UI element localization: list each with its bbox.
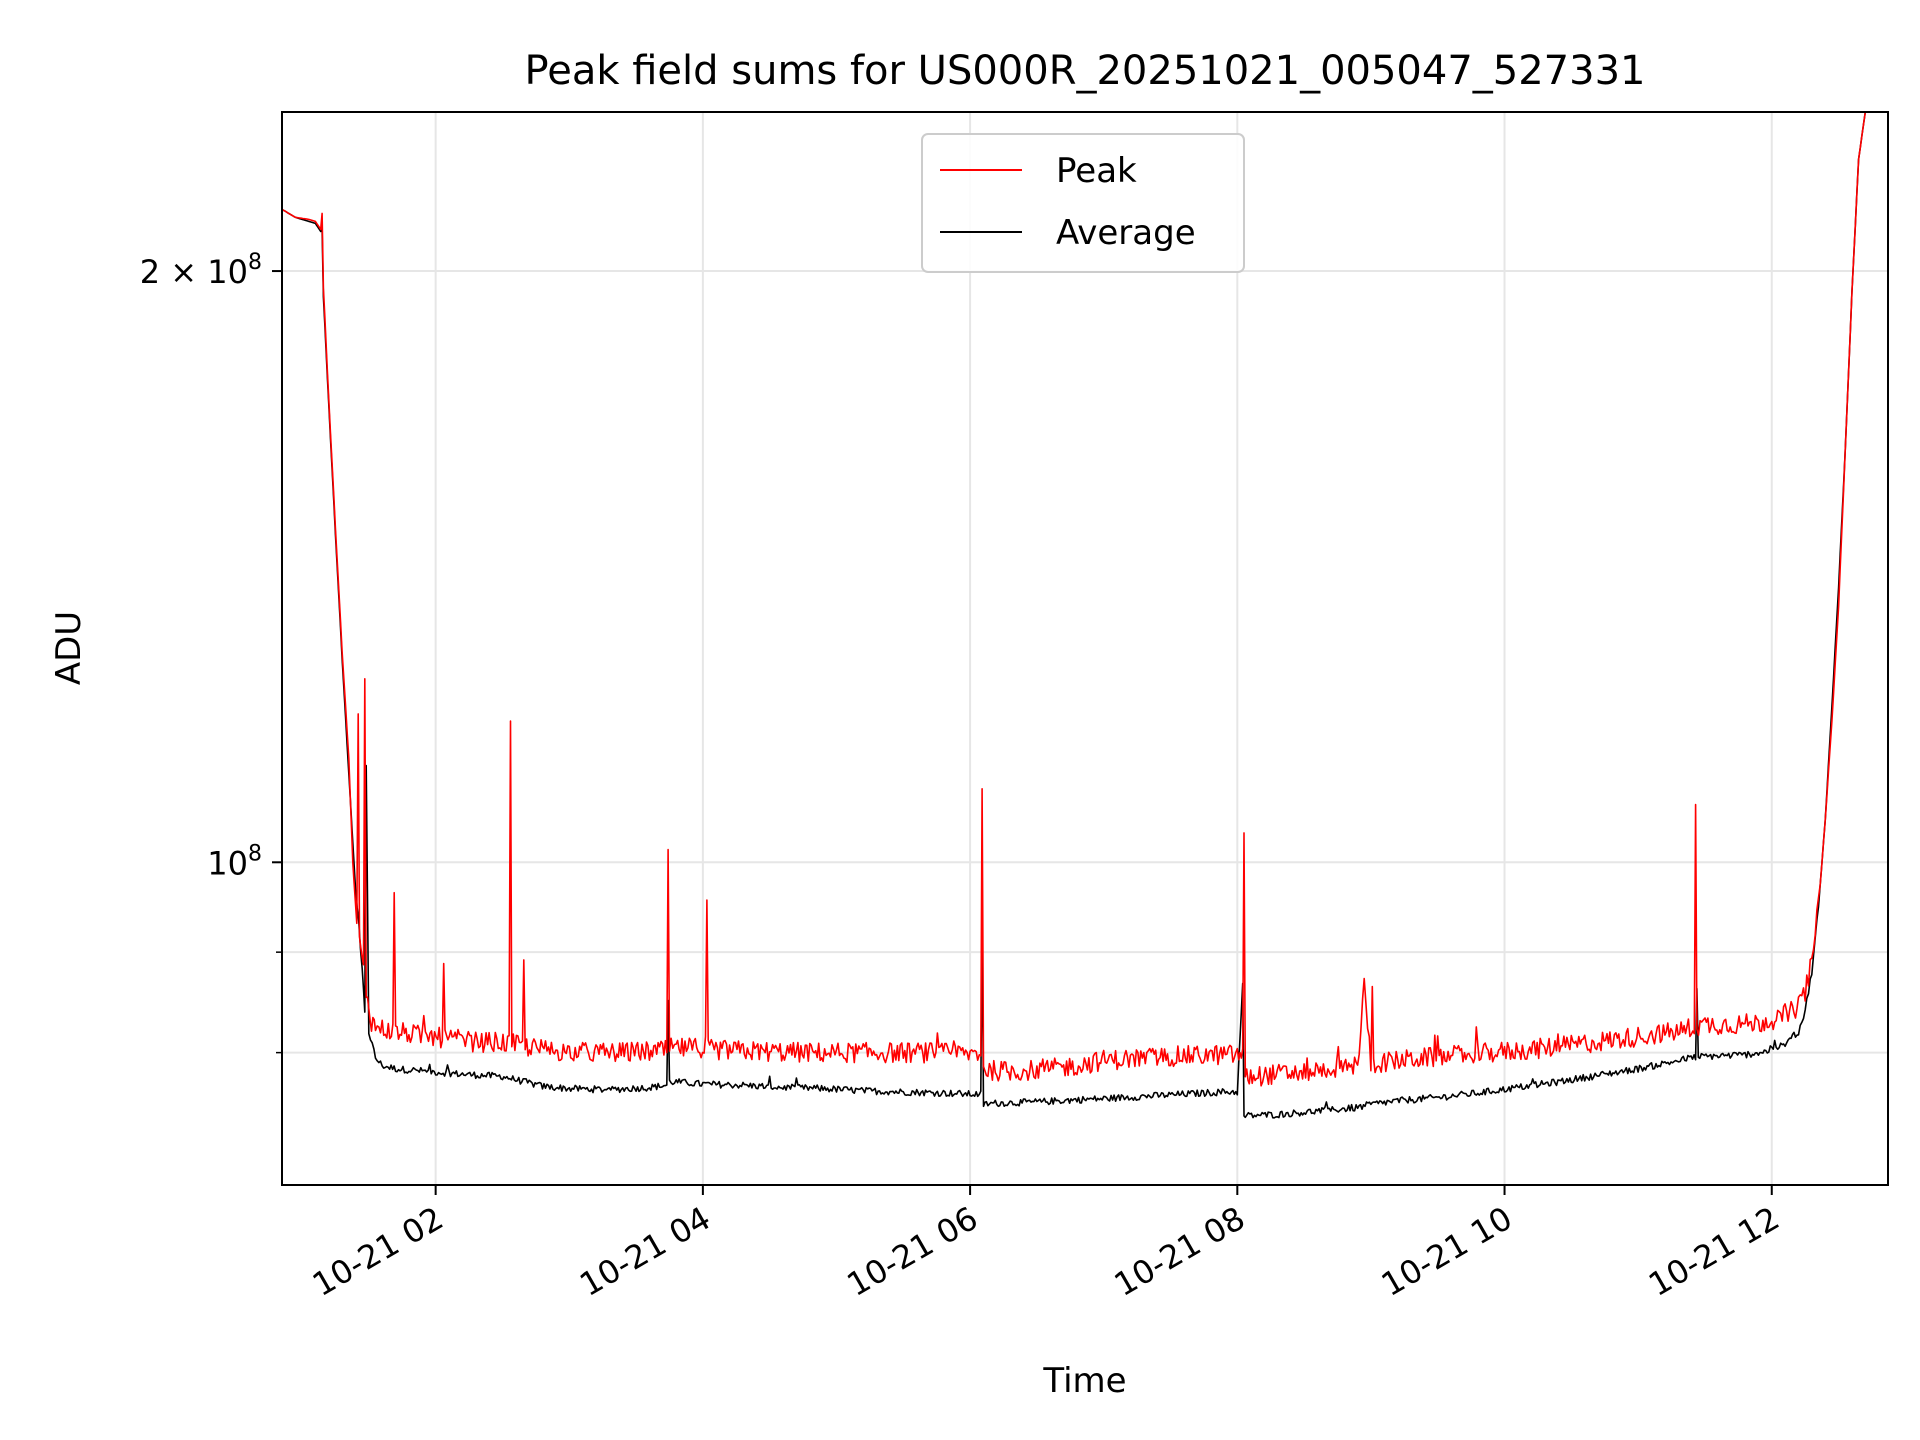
legend-peak-label: Peak — [1056, 151, 1137, 191]
plot-lines — [282, 112, 1888, 1119]
y-tick-label-exponent: 8 — [248, 841, 262, 866]
y-tick-label-exponent: 8 — [248, 250, 262, 275]
series-peak-line — [282, 112, 1888, 1087]
y-tick-label: 2 × 108 — [140, 250, 262, 291]
legend-box — [921, 133, 1245, 273]
chart-title: Peak field sums for US000R_20251021_0050… — [525, 48, 1646, 94]
y-axis-label: ADU — [49, 611, 89, 685]
y-tick-label-base: 2 × 10 — [140, 253, 248, 291]
legend-average-label: Average — [1056, 213, 1196, 253]
y-tick-label-base: 10 — [207, 844, 248, 882]
x-axis-label: Time — [1042, 1361, 1126, 1401]
y-tick-label: 108 — [207, 841, 262, 882]
series-average-line — [282, 112, 1888, 1119]
legend: Peak Average — [921, 133, 1245, 273]
plot-frame — [281, 111, 1889, 1186]
